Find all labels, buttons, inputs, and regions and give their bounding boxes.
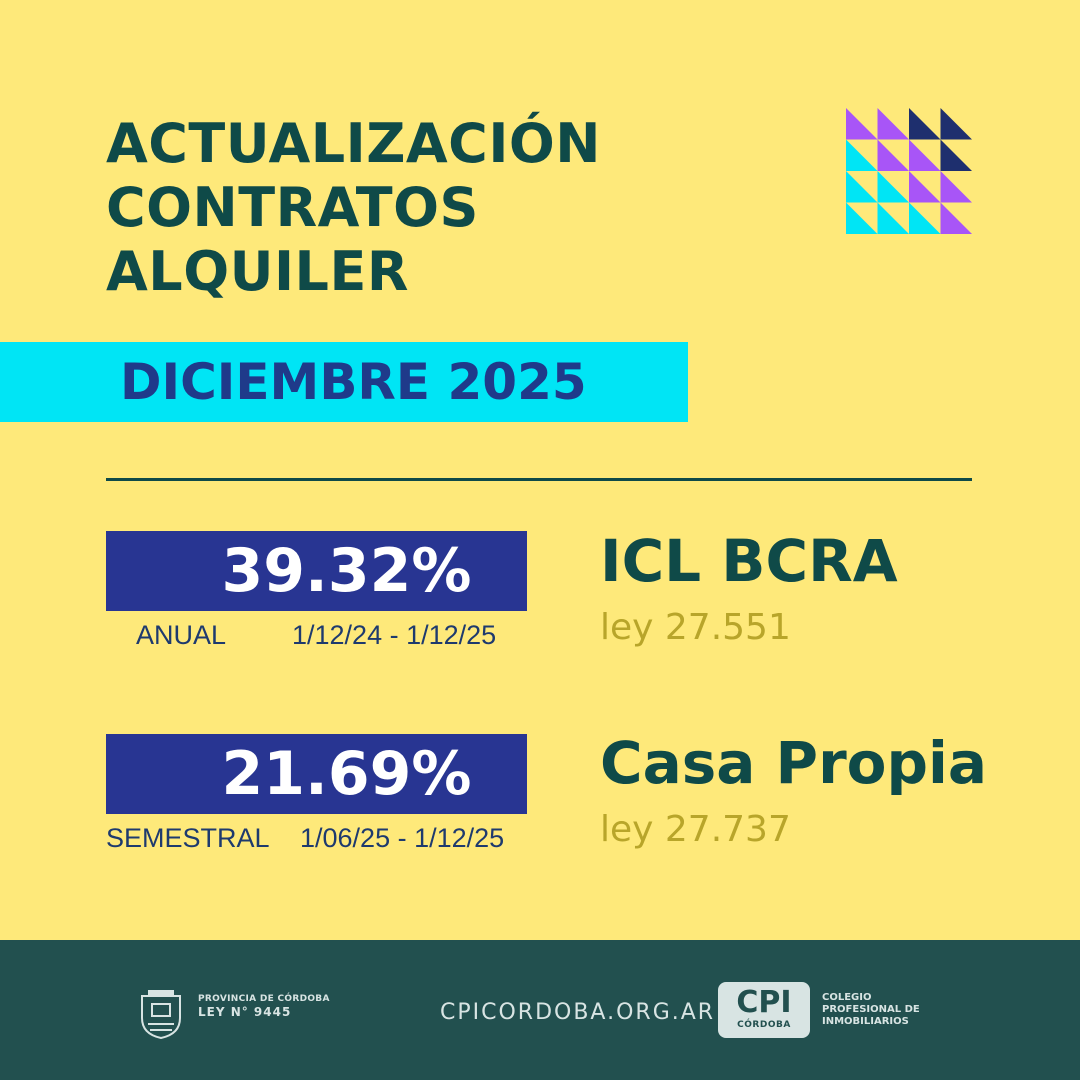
province-shield-icon — [141, 990, 181, 1040]
annual-law: ley 27.551 — [600, 607, 791, 648]
semester-law: ley 27.737 — [600, 809, 791, 850]
org-line-2: PROFESIONAL DE — [822, 1004, 920, 1015]
cpi-logo-sub: CÓRDOBA — [737, 1020, 791, 1030]
cpi-logo-main: CPI — [736, 985, 792, 1020]
semester-label: SEMESTRAL — [106, 823, 270, 853]
title-line-1: ACTUALIZACIÓN — [106, 112, 602, 175]
org-line-3: INMOBILIARIOS — [822, 1016, 909, 1027]
page-title: ACTUALIZACIÓN CONTRATOS ALQUILER — [106, 112, 601, 304]
semester-value-box: 21.69% — [106, 734, 527, 814]
semester-index-name: Casa Propia — [600, 729, 988, 797]
semester-range: 1/06/25 - 1/12/25 — [300, 823, 505, 853]
month-band — [0, 342, 688, 422]
month-label: DICIEMBRE 2025 — [120, 353, 587, 411]
annual-range: 1/12/24 - 1/12/25 — [292, 620, 497, 650]
annual-label: ANUAL — [136, 620, 227, 650]
province-law: LEY N° 9445 — [198, 1005, 292, 1019]
annual-value-box: 39.32% — [106, 531, 527, 611]
org-line-1: COLEGIO — [822, 992, 872, 1003]
annual-index-name: ICL BCRA — [600, 527, 898, 595]
website-link[interactable]: CPICORDOBA.ORG.AR — [440, 1000, 716, 1025]
cpi-logo: CPI CÓRDOBA — [718, 982, 810, 1038]
province-name: PROVINCIA DE CÓRDOBA — [198, 994, 330, 1004]
annual-value: 39.32% — [221, 536, 472, 606]
title-line-3: ALQUILER — [106, 240, 409, 303]
org-name: COLEGIO PROFESIONAL DE INMOBILIARIOS — [822, 992, 920, 1028]
triangle-pattern-icon — [846, 108, 972, 234]
divider — [106, 478, 972, 481]
semester-value: 21.69% — [221, 739, 472, 809]
title-line-2: CONTRATOS — [106, 176, 479, 239]
